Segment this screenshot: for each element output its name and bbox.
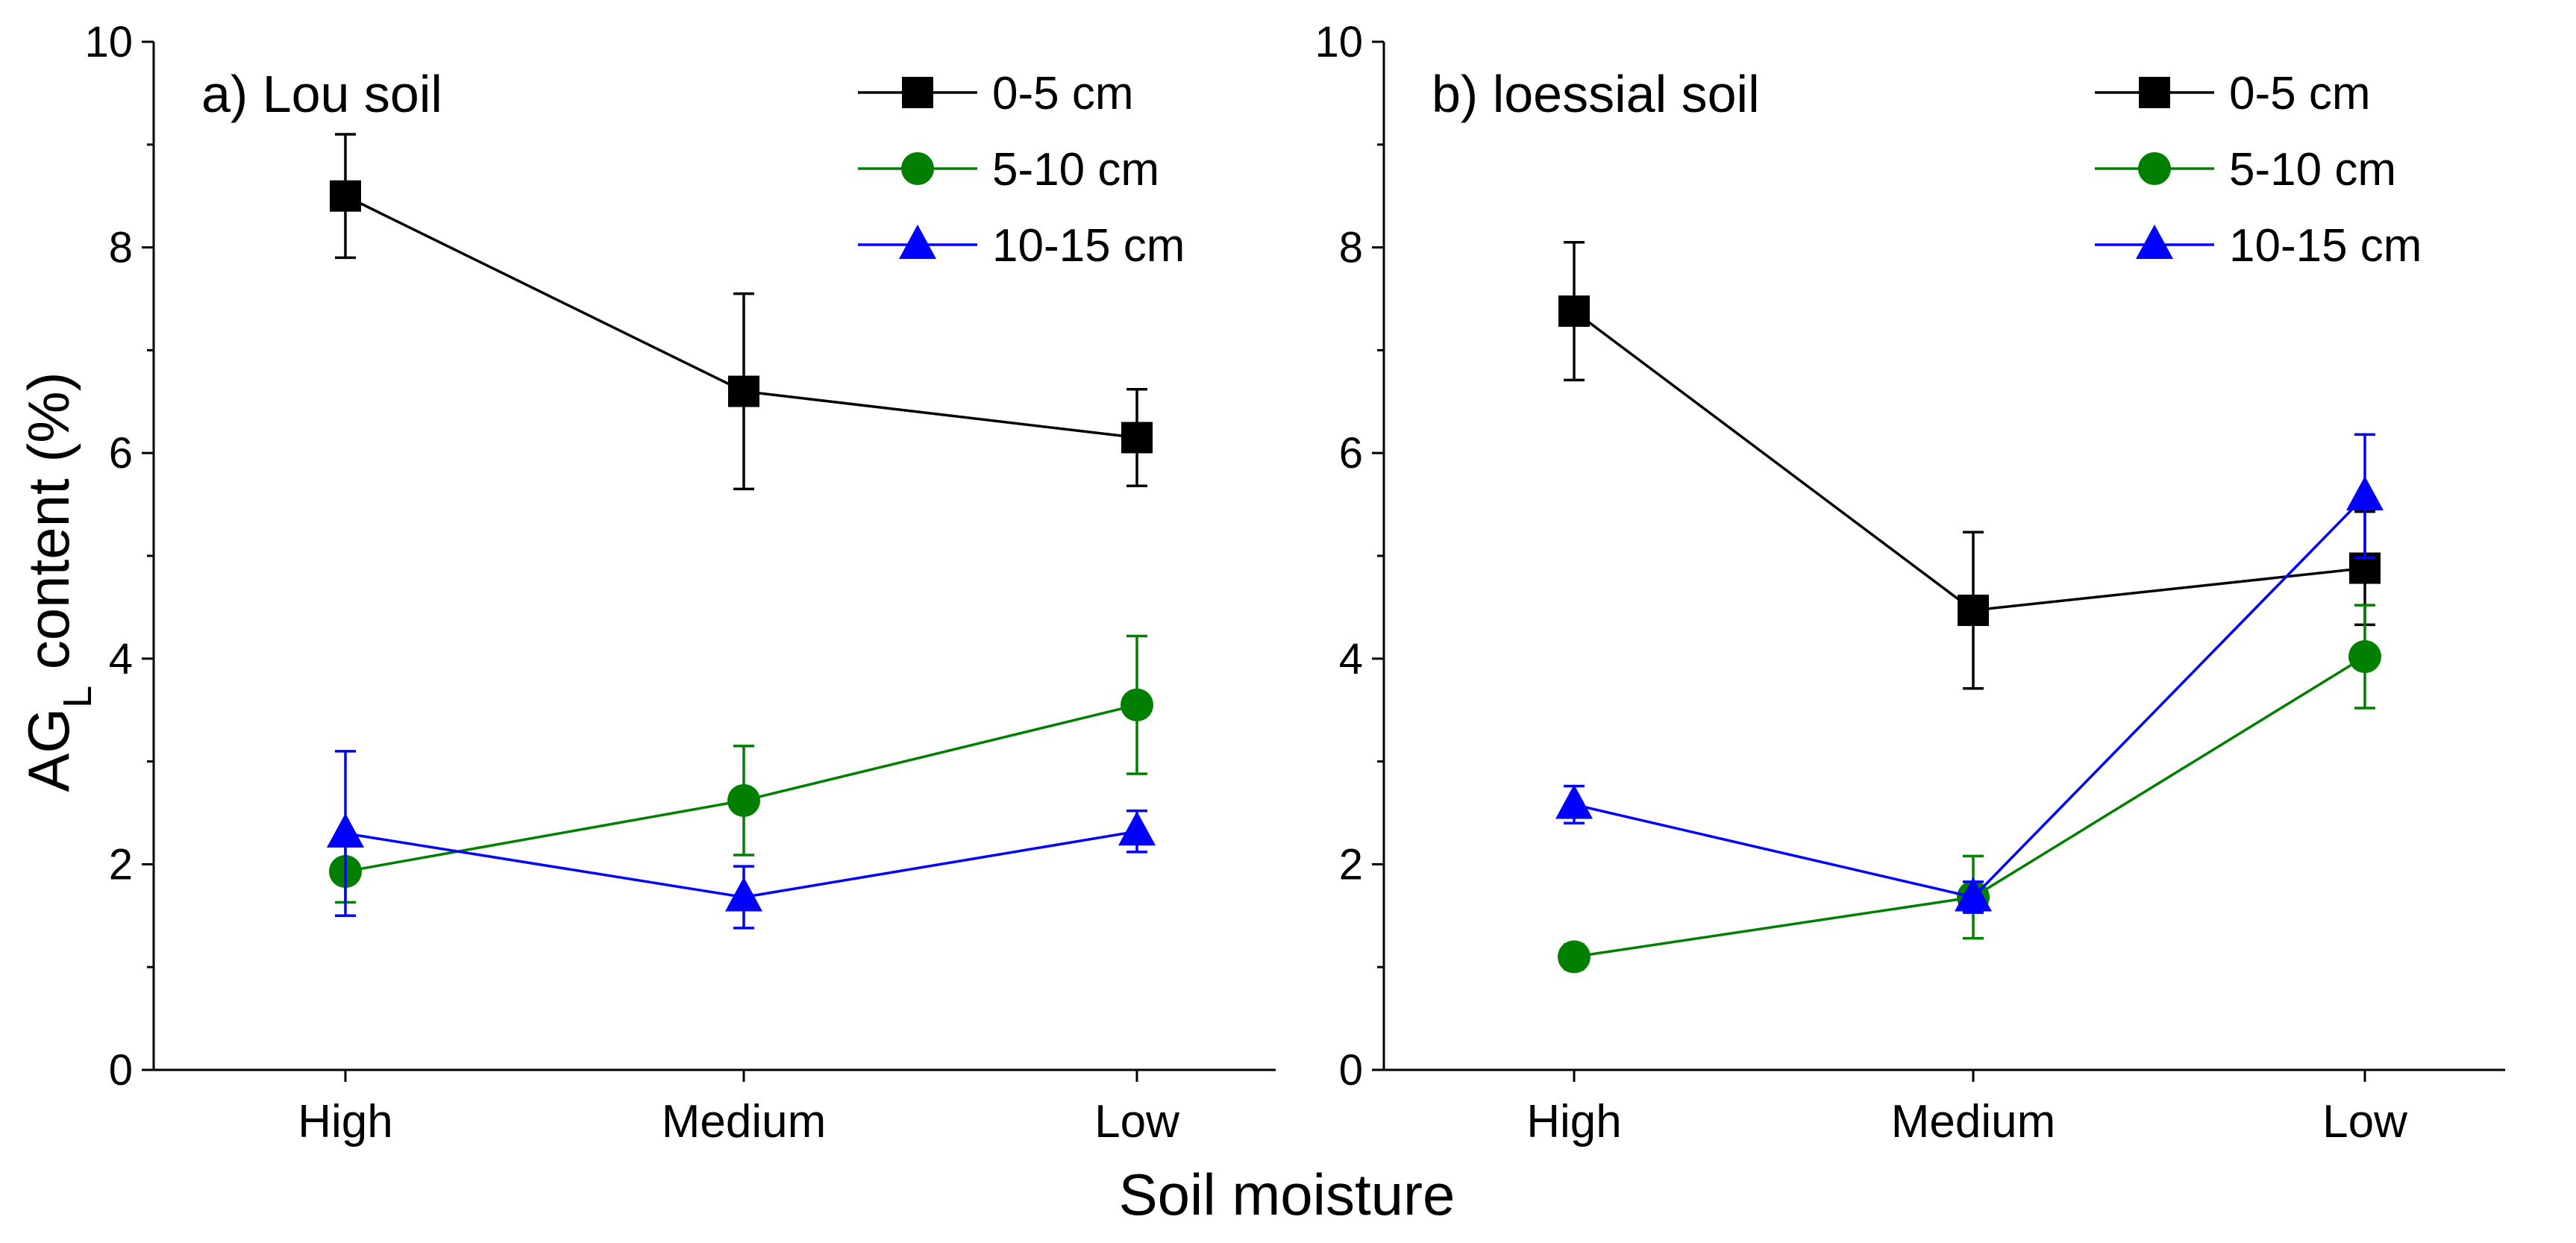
y-tick-label: 4 bbox=[1339, 635, 1363, 683]
y-tick-label: 6 bbox=[1339, 429, 1363, 478]
x-tick-label: Medium bbox=[662, 1096, 827, 1147]
x-tick-label: Low bbox=[2322, 1096, 2407, 1147]
y-tick-label: 2 bbox=[109, 840, 133, 889]
legend-marker bbox=[899, 225, 936, 259]
series-10-15cm bbox=[1555, 433, 2384, 914]
panel-title: a) Lou soil bbox=[201, 65, 442, 123]
legend-marker bbox=[2138, 152, 2171, 185]
data-point bbox=[1955, 877, 1992, 912]
data-point bbox=[728, 375, 759, 407]
data-point bbox=[2348, 640, 2381, 674]
legend-marker bbox=[902, 77, 933, 108]
panel-title: b) loessial soil bbox=[1432, 65, 1760, 123]
legend-label: 5-10 cm bbox=[992, 144, 1159, 195]
data-point bbox=[1958, 595, 1989, 627]
y-tick-label: 8 bbox=[109, 224, 133, 272]
data-point bbox=[1558, 940, 1591, 974]
x-tick-label: High bbox=[1526, 1096, 1622, 1147]
data-point bbox=[1558, 295, 1590, 328]
y-tick-label: 6 bbox=[109, 429, 133, 478]
legend-marker bbox=[901, 152, 934, 185]
series-line bbox=[1573, 495, 2366, 899]
series-5-10cm bbox=[329, 634, 1153, 904]
y-tick-label: 10 bbox=[84, 18, 133, 66]
panel-b: 0 2 4 6 8 10 High Medium Low b) loessial soil 0-5 … bbox=[1314, 18, 2505, 1147]
x-tick-label: High bbox=[298, 1096, 393, 1147]
series-line bbox=[1573, 310, 2366, 612]
y-tick-label: 0 bbox=[109, 1046, 133, 1095]
legend: 0-5 cm 5-10 cm 10-15 cm bbox=[2095, 68, 2422, 272]
x-axis-title: Soil moisture bbox=[1119, 1162, 1455, 1227]
panel-a: 0 2 4 6 8 10 High Medium Low a) Lou soil 0-5 cm 5-1… bbox=[84, 18, 1276, 1147]
legend-label: 10-15 cm bbox=[2229, 220, 2422, 272]
y-tick-label: 8 bbox=[1339, 224, 1363, 272]
legend-label: 0-5 cm bbox=[2229, 68, 2370, 119]
data-point bbox=[2346, 476, 2384, 511]
legend-label: 0-5 cm bbox=[992, 68, 1133, 119]
series-0-5cm bbox=[1558, 240, 2381, 690]
data-point bbox=[1121, 688, 1153, 721]
data-point bbox=[1555, 784, 1593, 819]
legend: 0-5 cm 5-10 cm 10-15 cm bbox=[858, 68, 1185, 272]
data-point bbox=[725, 877, 762, 912]
data-point bbox=[327, 813, 364, 848]
legend-marker bbox=[2139, 77, 2170, 108]
series-0-5cm bbox=[330, 133, 1153, 491]
series-10-15cm bbox=[327, 750, 1156, 930]
y-tick-label: 2 bbox=[1339, 840, 1363, 889]
data-point bbox=[1121, 422, 1153, 454]
y-axis-title: AGL content (%) bbox=[16, 372, 100, 792]
data-point bbox=[727, 783, 760, 817]
data-point bbox=[1118, 811, 1156, 846]
legend-label: 5-10 cm bbox=[2229, 144, 2396, 195]
legend-label: 10-15 cm bbox=[992, 220, 1185, 272]
x-tick-label: Medium bbox=[1891, 1096, 2056, 1147]
y-tick-label: 4 bbox=[109, 635, 133, 683]
series-5-10cm bbox=[1558, 604, 2381, 974]
y-tick-label: 0 bbox=[1339, 1046, 1363, 1095]
data-point bbox=[330, 180, 361, 212]
y-tick-label: 10 bbox=[1314, 18, 1363, 66]
x-tick-label: Low bbox=[1094, 1096, 1179, 1147]
legend-marker bbox=[2136, 225, 2173, 259]
